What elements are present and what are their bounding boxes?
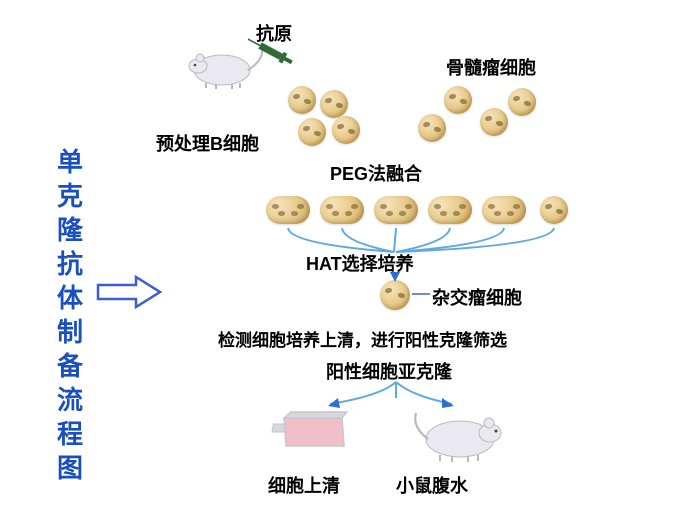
- myeloma-cell-icon: [444, 86, 472, 114]
- b-cell-icon: [298, 118, 326, 146]
- single-cell-icon: [540, 196, 568, 224]
- myeloma-cell-icon: [508, 88, 536, 116]
- label-hybridoma: 杂交瘤细胞: [432, 284, 522, 310]
- fused-cell-icon: [266, 196, 310, 224]
- fused-cell-icon: [320, 196, 364, 224]
- b-cell-icon: [332, 116, 360, 144]
- flow-title: 单克隆抗体制备流程图: [56, 145, 84, 485]
- label-screening: 检测细胞培养上清，进行阳性克隆筛选: [218, 326, 507, 351]
- myeloma-cell-icon: [418, 114, 446, 142]
- myeloma-cell-icon: [480, 108, 508, 136]
- label-peg-fusion: PEG法融合: [330, 160, 422, 186]
- b-cell-icon: [288, 86, 316, 114]
- label-subclone: 阳性细胞亚克隆: [326, 358, 452, 384]
- label-hat-selection: HAT选择培养: [306, 250, 414, 276]
- b-cell-icon: [320, 90, 348, 118]
- flask-icon: [270, 404, 356, 460]
- label-supernatant: 细胞上清: [268, 472, 340, 498]
- fused-cell-icon: [482, 196, 526, 224]
- mouse-ascites-icon: [410, 405, 506, 463]
- syringe-icon: [248, 38, 298, 68]
- label-ascites: 小鼠腹水: [396, 472, 468, 498]
- title-arrow-icon: [96, 275, 162, 309]
- hybridoma-cell-icon: [380, 280, 410, 310]
- fused-cell-icon: [428, 196, 472, 224]
- label-pretreated-b: 预处理B细胞: [156, 130, 259, 156]
- label-myeloma: 骨髓瘤细胞: [446, 54, 536, 80]
- fused-cell-icon: [374, 196, 418, 224]
